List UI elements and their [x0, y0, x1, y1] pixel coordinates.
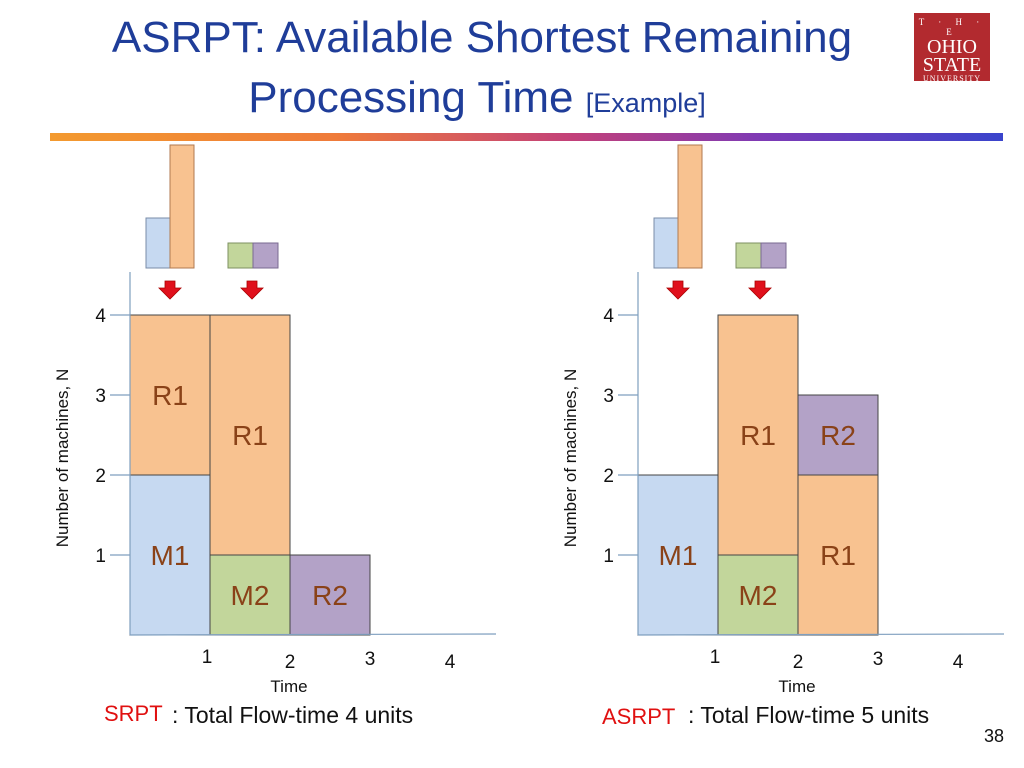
asrpt-x-axis [637, 633, 1005, 636]
srpt-block-r1 [209, 314, 291, 556]
srpt-y-tick-label: 4 [95, 306, 106, 327]
slide-number: 38 [983, 726, 1004, 746]
asrpt-x-tick-label: 1 [710, 647, 721, 668]
asrpt-x-axis-title: Time [778, 677, 815, 696]
srpt-arrow-2 [240, 280, 264, 300]
asrpt-block-label: M1 [659, 540, 698, 571]
srpt-block-r2 [289, 554, 371, 636]
srpt-x-tick-label: 2 [285, 652, 296, 673]
srpt-block-label: M1 [151, 540, 190, 571]
logo-state: STATE [922, 54, 982, 76]
srpt-block-label: R1 [152, 380, 188, 411]
asrpt-incoming-r1 [677, 144, 703, 269]
asrpt-x-tick-label: 2 [793, 652, 804, 673]
ohio-state-logo: T · H · E OHIO STATE UNIVERSITY [914, 13, 990, 83]
asrpt-block-m2 [717, 554, 799, 636]
srpt-incoming-r2 [252, 242, 279, 269]
asrpt-block-label: M2 [739, 580, 778, 611]
srpt-y-tick-label: 3 [95, 386, 106, 407]
srpt-y-tick-label: 2 [95, 466, 106, 487]
asrpt-y-tick-label: 3 [603, 386, 614, 407]
logo-ohio: OHIO [927, 36, 977, 58]
srpt-block-label: R1 [232, 420, 268, 451]
srpt-x-axis [129, 633, 497, 636]
asrpt-incoming-m2 [735, 242, 762, 269]
asrpt-arrow-1 [666, 280, 690, 300]
asrpt-y-tick-label: 4 [603, 306, 614, 327]
title-line-1: ASRPT: Available Shortest Remaining [111, 13, 853, 62]
title-line-2: Processing Time [Example] [0, 68, 1024, 133]
srpt-block-m1 [129, 474, 211, 636]
slide-title: ASRPT: Available Shortest Remaining Proc… [0, 8, 1024, 133]
srpt-caption-label: SRPT [104, 701, 163, 726]
asrpt-caption-text: : Total Flow-time 5 units [688, 702, 929, 728]
asrpt-block-r2 [797, 394, 879, 476]
asrpt-block-r1 [797, 474, 879, 636]
asrpt-x-tick-label: 4 [953, 652, 964, 673]
srpt-x-tick-label: 3 [365, 649, 376, 670]
asrpt-y-tick-label: 2 [603, 466, 614, 487]
asrpt-incoming-r2 [760, 242, 787, 269]
srpt-caption-text: : Total Flow-time 4 units [172, 702, 413, 728]
srpt-arrow-1 [158, 280, 182, 300]
logo-university: UNIVERSITY [923, 74, 981, 83]
srpt-incoming-m1 [145, 217, 171, 269]
asrpt-x-tick-label: 3 [873, 649, 884, 670]
srpt-x-tick-label: 1 [202, 647, 213, 668]
srpt-x-tick-label: 4 [445, 652, 456, 673]
asrpt-block-r1 [717, 314, 799, 556]
asrpt-caption-label: ASRPT [602, 704, 675, 729]
title-gradient-bar [50, 133, 1003, 141]
srpt-x-axis-title: Time [270, 677, 307, 696]
asrpt-block-m1 [637, 474, 719, 636]
asrpt-y-tick-label: 1 [603, 546, 614, 567]
title-example-tag: [Example] [585, 88, 706, 118]
logo-the: T · H · E [918, 17, 986, 37]
title-main: Processing Time [248, 73, 574, 122]
srpt-incoming-m2 [227, 242, 254, 269]
srpt-block-label: R2 [312, 580, 348, 611]
asrpt-block-label: R1 [820, 540, 856, 571]
srpt-block-label: M2 [231, 580, 270, 611]
asrpt-block-label: R1 [740, 420, 776, 451]
asrpt-y-axis-title: Number of machines, N [561, 369, 580, 548]
srpt-incoming-r1 [169, 144, 195, 269]
asrpt-incoming-m1 [653, 217, 679, 269]
srpt-y-tick-label: 1 [95, 546, 106, 567]
srpt-y-axis-title: Number of machines, N [53, 369, 72, 548]
asrpt-block-label: R2 [820, 420, 856, 451]
asrpt-arrow-2 [748, 280, 772, 300]
